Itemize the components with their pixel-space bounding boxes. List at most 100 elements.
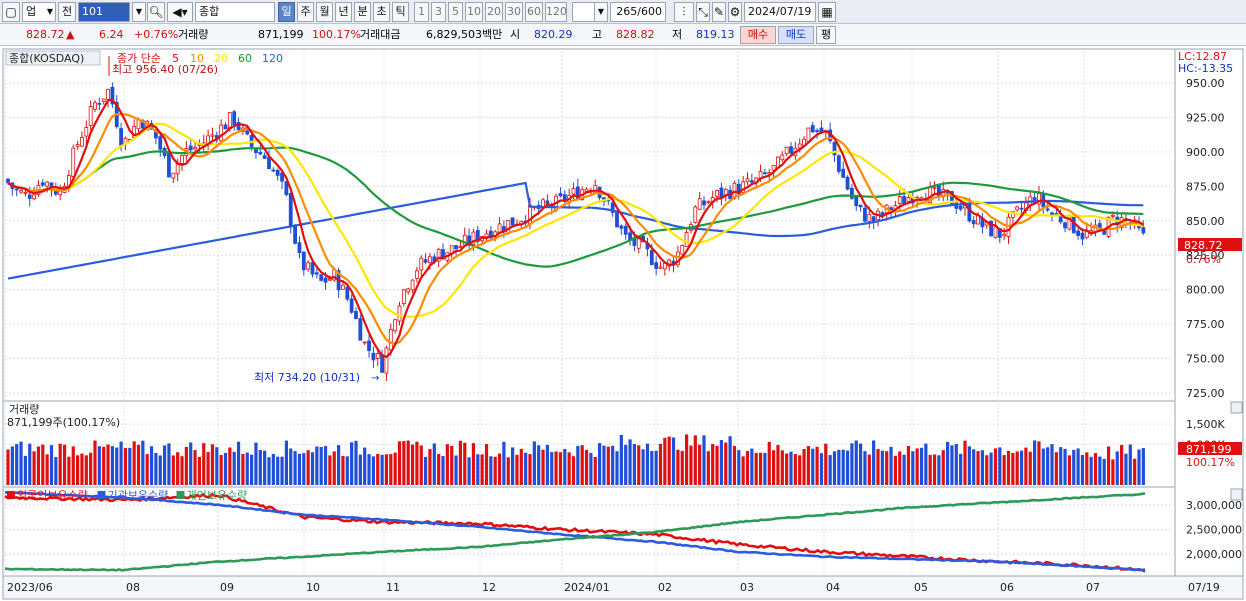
minute-button-30[interactable]: 30 — [505, 2, 523, 22]
volume-bars — [6, 434, 1145, 485]
eval-button[interactable]: 평 — [816, 26, 836, 44]
minute-dropdown-icon[interactable]: ▼ — [594, 2, 608, 22]
volume-bar — [876, 448, 880, 485]
minute-button-5[interactable]: 5 — [448, 2, 463, 22]
prev-button[interactable]: 전 — [58, 2, 76, 22]
volume-bar — [1019, 450, 1024, 485]
volume-bar — [128, 447, 132, 485]
calendar-icon[interactable]: ▦ — [818, 2, 836, 22]
fit-icon[interactable]: ⤡ — [696, 2, 710, 22]
minute-button-1[interactable]: 1 — [414, 2, 429, 22]
candle-body — [776, 156, 780, 168]
code-dropdown-icon[interactable]: ▼ — [132, 2, 146, 22]
volume-bar — [215, 447, 219, 485]
index-name: 종합(KOSDAQ) — [195, 2, 275, 36]
minute-button-3[interactable]: 3 — [431, 2, 446, 22]
volume-last-text: 871,199 — [1186, 443, 1232, 456]
holdings-scroll-button[interactable] — [1230, 488, 1243, 501]
candle-body — [254, 148, 258, 154]
minute-button-10[interactable]: 10 — [465, 2, 483, 22]
candle-body — [93, 102, 97, 110]
volume-bar — [1041, 448, 1045, 485]
candle-body — [428, 256, 432, 264]
minute-button-120[interactable]: 120 — [545, 2, 567, 22]
ma-line-20 — [7, 122, 1144, 318]
stock-chart[interactable]: 950.00 925.00 900.00 875.00 850.00 825.00 800.… — [0, 46, 1246, 601]
ma-legend: 5 10 20 60 120 — [172, 52, 283, 65]
volume-bar — [310, 452, 315, 485]
period-button-1[interactable]: 주 — [297, 2, 314, 22]
volume-bar — [458, 440, 462, 485]
candle-body — [693, 206, 698, 223]
candle-body — [397, 305, 402, 322]
candle-body — [341, 284, 345, 290]
search-icon[interactable]: 🔍︎ — [147, 2, 165, 22]
candle-body — [697, 198, 702, 210]
volume-bar — [332, 451, 336, 485]
period-button-3[interactable]: 년 — [335, 2, 352, 22]
volume-bar — [15, 444, 19, 485]
volume-bar — [693, 435, 697, 485]
price-tick-label: 875.00 — [1186, 180, 1225, 193]
chart-type-icon[interactable]: ⫶ — [674, 2, 694, 22]
draw-icon[interactable]: ✎ — [712, 2, 726, 22]
minute-button-60[interactable]: 60 — [525, 2, 543, 22]
candle-body — [1097, 223, 1102, 229]
buy-button[interactable]: 매수 — [740, 26, 776, 44]
candle-body — [19, 190, 23, 193]
volume-bar — [293, 451, 297, 485]
volume-bar — [763, 452, 767, 485]
up-triangle-icon: ▲ — [66, 28, 75, 41]
volume-bar — [619, 434, 623, 485]
count-input[interactable]: 265/600 — [610, 2, 666, 22]
gear-icon[interactable]: ⚙ — [728, 2, 742, 22]
price-tick-label: 925.00 — [1186, 111, 1225, 124]
candle-body — [380, 354, 385, 373]
code-input[interactable]: 101 — [78, 2, 130, 22]
candle-body — [858, 204, 863, 208]
period-button-5[interactable]: 초 — [373, 2, 390, 22]
candle-body — [615, 212, 619, 228]
volume-bar — [1098, 456, 1102, 485]
volume-bar — [437, 454, 441, 485]
candle-body — [471, 231, 476, 245]
candle-body — [545, 200, 550, 204]
high-value: 828.82 — [616, 28, 655, 41]
sell-button[interactable]: 매도 — [778, 26, 814, 44]
period-button-2[interactable]: 월 — [316, 2, 333, 22]
volume-bar — [911, 451, 915, 485]
volume-bar — [97, 446, 101, 485]
candle-body — [510, 217, 515, 226]
chart-area: 950.00 925.00 900.00 875.00 850.00 825.00 800.… — [0, 46, 1246, 601]
volume-bar — [667, 436, 671, 485]
volume-bar — [919, 447, 924, 485]
volume-bar — [728, 436, 732, 485]
candle-body — [414, 270, 419, 279]
holdings-legend-swatch — [176, 491, 185, 499]
minute-button-20[interactable]: 20 — [485, 2, 503, 22]
volume-bar — [772, 450, 776, 485]
y-axis-area — [1174, 48, 1244, 577]
moving-average-lines — [7, 98, 1144, 359]
volume-bar — [1120, 444, 1124, 485]
volume-scroll-button[interactable] — [1230, 401, 1243, 414]
date-input[interactable]: 2024/07/19 — [744, 2, 816, 22]
volume-bar — [476, 454, 480, 485]
volume-bar — [6, 449, 10, 485]
candle-body — [475, 230, 480, 242]
speaker-icon[interactable]: ◀▾ — [167, 2, 193, 22]
period-button-0[interactable]: 일 — [278, 2, 295, 22]
candle-body — [836, 155, 841, 172]
period-button-4[interactable]: 분 — [354, 2, 371, 22]
period-button-6[interactable]: 틱 — [392, 2, 409, 22]
candle-body — [219, 124, 224, 142]
candle-body — [488, 230, 493, 239]
price-panel-title: 종합(KOSDAQ) — [9, 52, 84, 65]
volume-bar — [511, 447, 515, 485]
volume-bar — [967, 446, 971, 485]
volume-bar — [402, 441, 406, 485]
market-select[interactable]: 업 ▼ — [22, 2, 56, 22]
window-icon[interactable]: ▢ — [2, 2, 20, 22]
volume-bar — [506, 457, 510, 485]
